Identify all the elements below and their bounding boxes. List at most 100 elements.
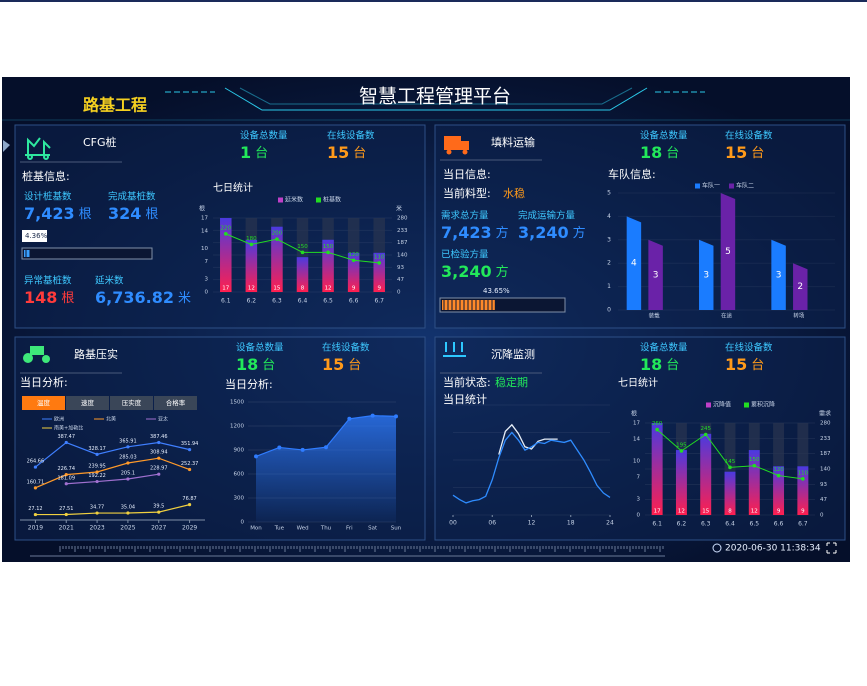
line-point bbox=[157, 472, 161, 476]
metric-value: 148 根 bbox=[24, 288, 74, 307]
device-label: 设备总数量 bbox=[240, 130, 288, 142]
point-label: 245 bbox=[700, 426, 711, 432]
point-label: 35.04 bbox=[121, 504, 135, 510]
metric-value: 6,736.82 米 bbox=[95, 288, 191, 307]
metric-label: 已检验方量 bbox=[441, 249, 489, 261]
metric-number: 324 bbox=[108, 204, 141, 223]
device-value: 1 bbox=[240, 143, 251, 162]
metric-value: 7,423 根 bbox=[24, 204, 92, 223]
area-point bbox=[277, 445, 282, 450]
bar bbox=[797, 466, 809, 515]
side-toggle[interactable] bbox=[3, 140, 10, 152]
point-label: 387.46 bbox=[150, 434, 168, 440]
y-tick-label: 14 bbox=[201, 229, 208, 235]
bar-label: 4 bbox=[631, 259, 637, 269]
bar bbox=[773, 466, 785, 515]
line-point bbox=[95, 470, 99, 474]
bar bbox=[651, 423, 663, 515]
progress-label: 43.65% bbox=[483, 287, 510, 295]
y-tick-label: 17 bbox=[633, 421, 640, 427]
metric-unit: 方 bbox=[496, 264, 509, 280]
tab[interactable] bbox=[110, 396, 153, 410]
panel-title: 路基压实 bbox=[74, 347, 118, 361]
x-tick-label: 6.2 bbox=[677, 521, 687, 528]
status-label: 当前状态: bbox=[443, 375, 491, 389]
line-point bbox=[157, 510, 161, 514]
point-label: 260 bbox=[652, 421, 663, 427]
x-tick-label: Wed bbox=[297, 526, 309, 532]
info-title: 桩基信息: bbox=[22, 169, 70, 183]
tab[interactable] bbox=[22, 396, 65, 410]
x-tick-label: 2019 bbox=[28, 525, 43, 532]
legend-label: 车队一 bbox=[702, 182, 720, 190]
bar bbox=[347, 252, 360, 292]
line-point bbox=[95, 452, 99, 456]
x-tick-label: 6.2 bbox=[247, 298, 257, 305]
y2-tick-label: 93 bbox=[820, 482, 827, 488]
chart-title: 车队信息: bbox=[608, 167, 656, 181]
device-unit: 台 bbox=[255, 146, 268, 161]
y-tick-label: 10 bbox=[633, 458, 640, 464]
metric-unit: 根 bbox=[145, 207, 158, 222]
metric-value: 7,423 方 bbox=[441, 223, 509, 242]
y2-tick-label: 233 bbox=[397, 228, 408, 234]
point-label: 120 bbox=[773, 467, 784, 473]
bar-label: 12 bbox=[325, 286, 332, 292]
line-point bbox=[655, 427, 659, 432]
point-label: 150 bbox=[323, 244, 334, 250]
point-label: 180 bbox=[246, 236, 257, 242]
line-point bbox=[64, 473, 68, 477]
tab-label: 压实度 bbox=[122, 398, 142, 407]
device-count: 18 台 bbox=[236, 355, 275, 374]
legend-label: 累积沉降 bbox=[751, 401, 775, 409]
x-tick-label: 12 bbox=[528, 520, 536, 527]
x-tick-label: 18 bbox=[567, 520, 575, 527]
device-unit: 台 bbox=[666, 146, 679, 161]
device-unit: 台 bbox=[751, 358, 764, 373]
legend-label: 延米数 bbox=[285, 196, 303, 204]
point-label: 328.17 bbox=[88, 446, 106, 452]
line-point bbox=[187, 467, 192, 472]
y2-tick-label: 187 bbox=[820, 451, 831, 457]
line-point bbox=[126, 445, 130, 449]
y-tick-label: 14 bbox=[633, 437, 640, 443]
legend-swatch bbox=[695, 183, 700, 189]
metric-number: 7,423 bbox=[441, 223, 492, 242]
bar-label: 9 bbox=[352, 286, 356, 292]
metric-unit: 方 bbox=[573, 225, 586, 241]
line-point bbox=[351, 258, 356, 263]
metric-value: 3,240 方 bbox=[518, 223, 586, 242]
line-point bbox=[95, 511, 99, 515]
point-label: 365.91 bbox=[119, 438, 137, 444]
status-value: 稳定期 bbox=[495, 375, 528, 389]
x-tick-label: 6.7 bbox=[798, 521, 808, 528]
tab[interactable] bbox=[66, 396, 109, 410]
device-value: 15 bbox=[322, 355, 344, 374]
point-label: 264.66 bbox=[27, 459, 45, 465]
metric-unit: 方 bbox=[496, 225, 509, 241]
bar bbox=[245, 239, 258, 292]
clock-icon bbox=[712, 543, 722, 553]
tab-label: 合格率 bbox=[166, 398, 186, 407]
device-count: 18 台 bbox=[640, 143, 679, 162]
y-tick-label: 900 bbox=[234, 448, 245, 454]
metric-value: 3,240 方 bbox=[441, 262, 509, 281]
device-unit: 台 bbox=[353, 146, 366, 161]
x-tick-label: 2021 bbox=[59, 525, 74, 532]
point-label: 181.09 bbox=[58, 475, 76, 481]
tab[interactable] bbox=[154, 396, 197, 410]
x-tick-label: Sun bbox=[391, 526, 402, 532]
x-tick-label: 6.1 bbox=[221, 298, 231, 305]
bar bbox=[296, 257, 309, 292]
legend-label: 车队二 bbox=[736, 182, 754, 190]
y2-tick-label: 47 bbox=[397, 277, 404, 283]
fullscreen-icon[interactable] bbox=[826, 542, 837, 554]
device-label: 设备总数量 bbox=[236, 342, 284, 354]
line-point bbox=[187, 503, 192, 507]
x-tick-label: 24 bbox=[606, 520, 614, 527]
line-series bbox=[452, 431, 611, 504]
metric-label: 设计桩基数 bbox=[24, 191, 72, 203]
chart-title: 当日分析: bbox=[225, 377, 273, 391]
